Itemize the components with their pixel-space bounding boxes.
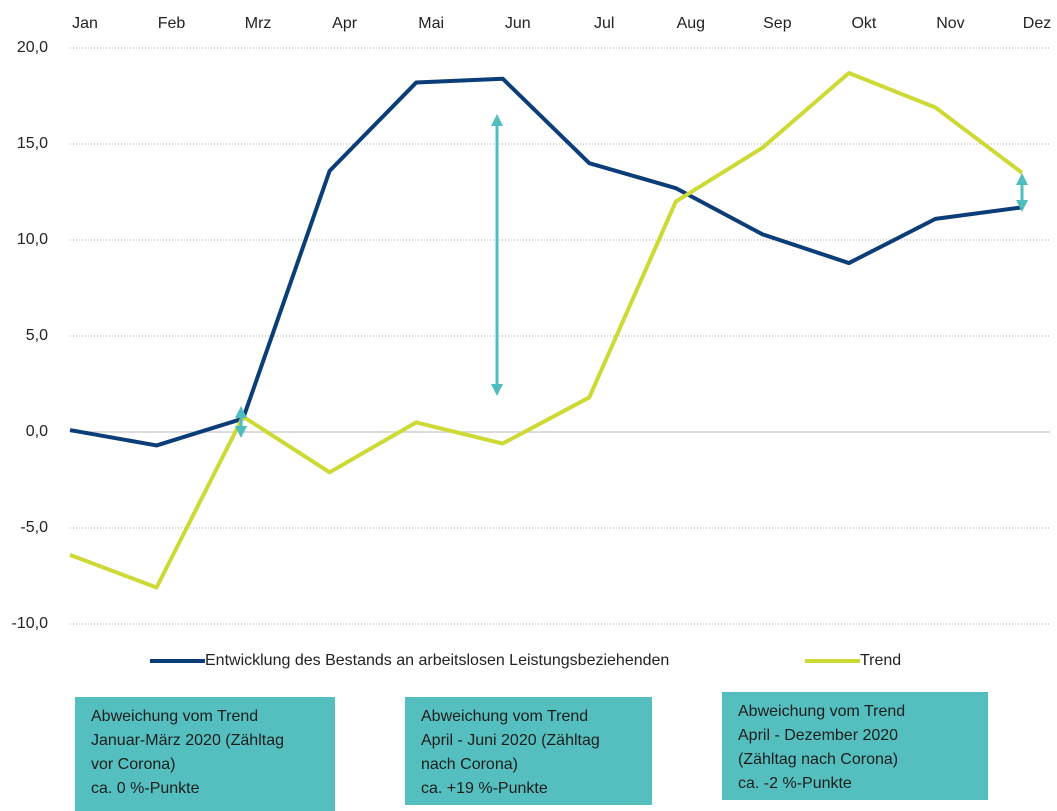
x-tick-label: Aug — [677, 15, 705, 32]
annotation-line: Abweichung vom Trend — [421, 708, 589, 725]
series-line — [69, 76, 1023, 448]
legend-label: Entwicklung des Bestands an arbeitslosen… — [205, 652, 669, 669]
x-tick-label: Okt — [851, 15, 876, 32]
annotation-box: Abweichung vom Trend April - Dezember 202… — [722, 692, 988, 800]
y-tick-label: 0,0 — [26, 423, 48, 440]
annotation-line: ca. 0 %-Punkte — [91, 780, 200, 797]
x-tick-label: Apr — [332, 15, 358, 32]
deviation-arrows — [235, 114, 1028, 438]
y-tick-label: 5,0 — [26, 327, 48, 344]
x-tick-label: Mrz — [245, 15, 272, 32]
x-tick-label: Jul — [594, 15, 614, 32]
y-tick-label: 10,0 — [17, 231, 48, 248]
series-line — [69, 70, 1024, 590]
annotation-line: Abweichung vom Trend — [738, 703, 906, 720]
annotation-line: ca. -2 %-Punkte — [738, 775, 852, 792]
x-tick-label: Mai — [418, 15, 444, 32]
x-tick-label: Jan — [72, 15, 98, 32]
annotation-line: April - Juni 2020 (Zähltag — [421, 732, 600, 749]
y-tick-label: 15,0 — [17, 135, 48, 152]
x-tick-label: Feb — [158, 15, 186, 32]
annotation-line: ca. +19 %-Punkte — [421, 780, 548, 797]
annotation-line: Abweichung vom Trend — [91, 708, 259, 725]
y-tick-label: -5,0 — [20, 519, 48, 536]
annotation-box: Abweichung vom Trend Januar-März 2020 (Zä… — [75, 697, 335, 811]
annotation-box: Abweichung vom Trend April - Juni 2020 (Z… — [405, 697, 652, 805]
annotation-line: April - Dezember 2020 — [738, 727, 899, 744]
legend-label: Trend — [860, 652, 901, 669]
annotation-line: vor Corona) — [91, 756, 176, 773]
x-tick-label: Dez — [1023, 15, 1051, 32]
annotation-line: Januar-März 2020 (Zähltag — [91, 732, 284, 749]
grid: -10,0 -5,0 0,0 5,0 10,0 15,0 20,0 Jan Feb Mrz Apr M… — [12, 15, 1052, 632]
annotation-line: nach Corona) — [421, 756, 518, 773]
legend: Entwicklung des Bestands an arbeitslosen… — [150, 652, 901, 669]
lines — [69, 70, 1024, 590]
annotation-line: (Zähltag nach Corona) — [738, 751, 899, 768]
y-tick-label: -10,0 — [12, 615, 49, 632]
x-tick-label: Nov — [936, 15, 964, 32]
x-tick-label: Sep — [763, 15, 792, 32]
y-tick-label: 20,0 — [17, 39, 48, 56]
x-tick-label: Jun — [505, 15, 531, 32]
